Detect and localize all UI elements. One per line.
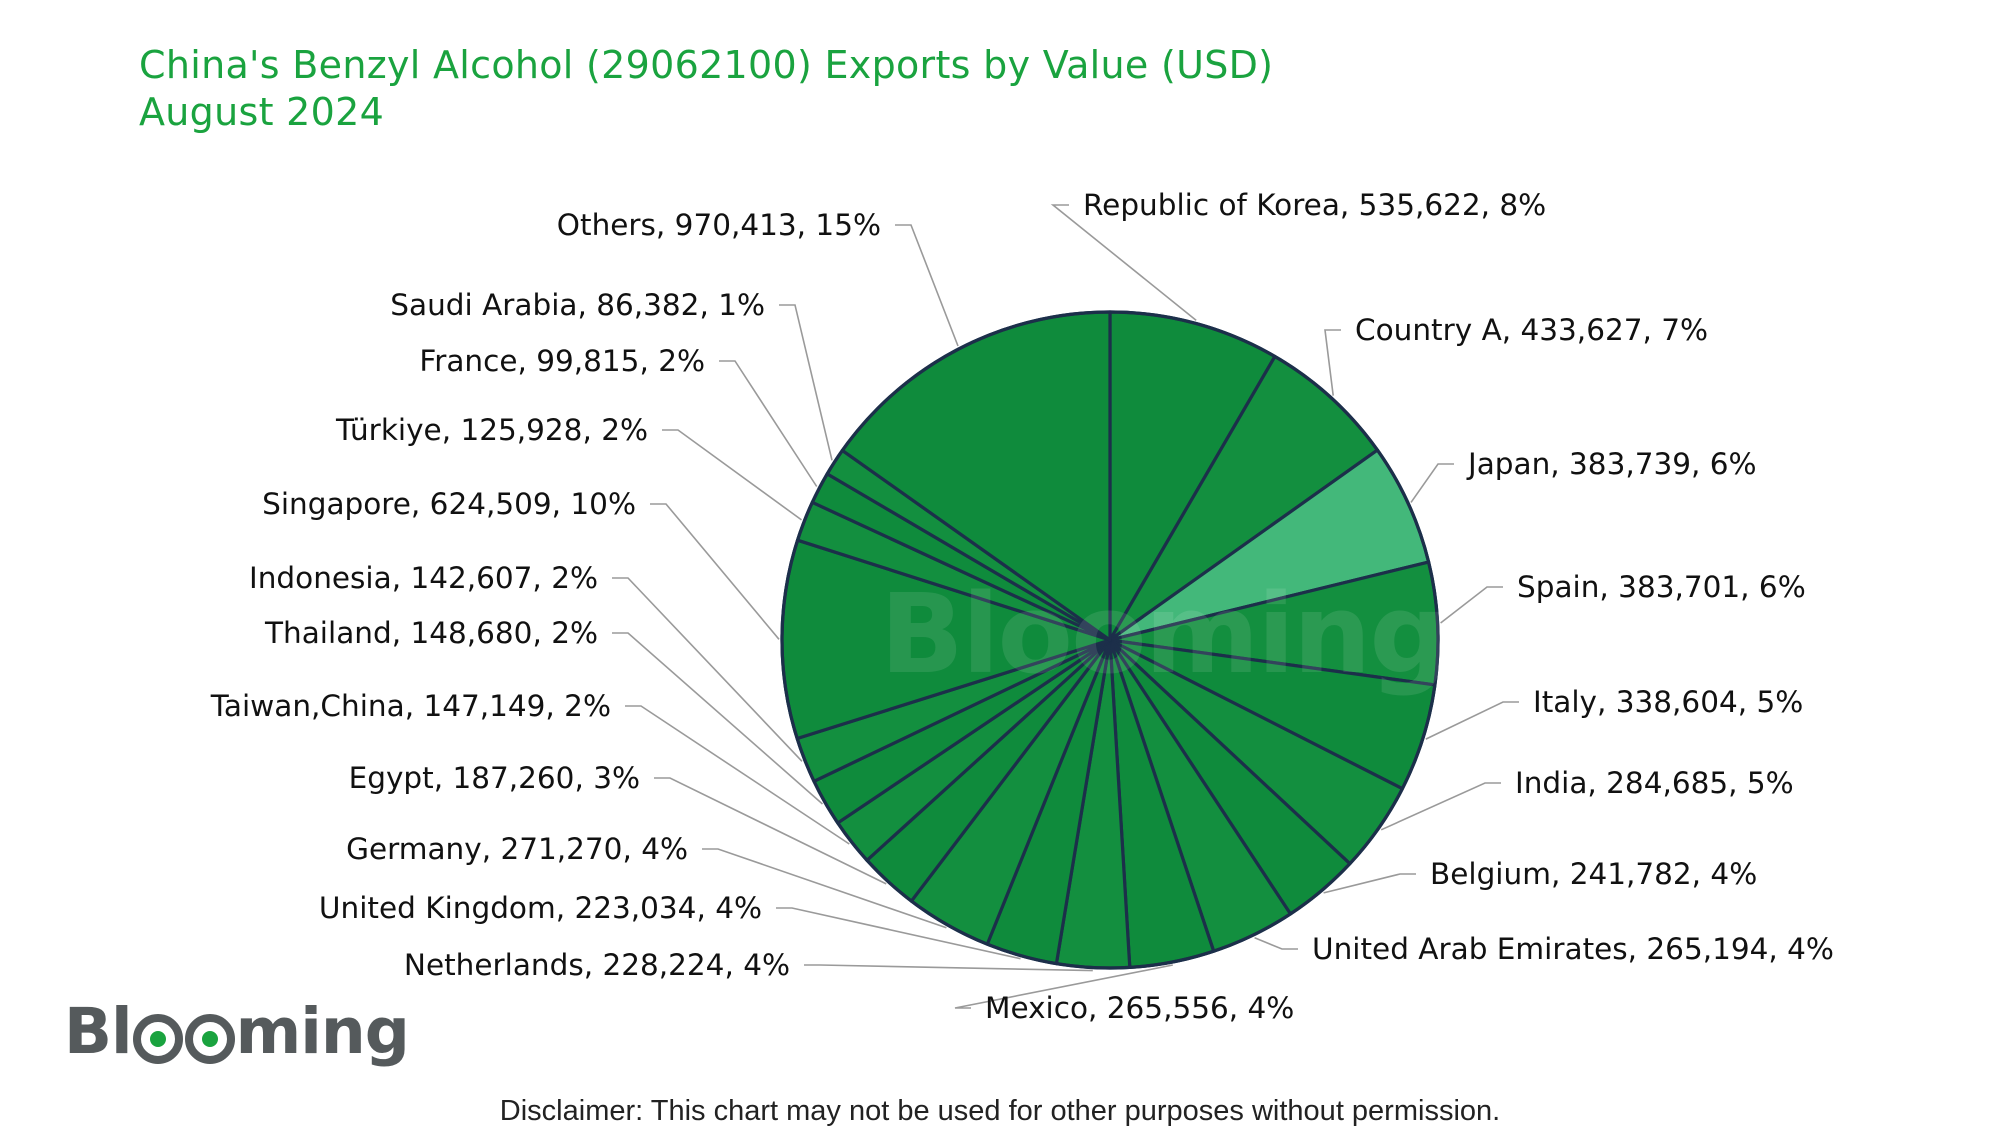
logo-text-end: ming	[235, 995, 410, 1068]
leader-line	[719, 360, 818, 487]
slice-labels: Republic of Korea, 535,622, 8% Country A,…	[210, 188, 1834, 1025]
chart-title-line1: China's Benzyl Alcohol (29062100) Export…	[139, 43, 1274, 87]
leader-line	[654, 777, 887, 885]
slice-label: United Arab Emirates, 265,194, 4%	[1312, 932, 1834, 966]
slice-label: Singapore, 624,509, 10%	[262, 487, 636, 521]
slice-label: Netherlands, 228,224, 4%	[404, 948, 790, 982]
leader-line	[612, 577, 803, 762]
slice-label: Japan, 383,739, 6%	[1466, 447, 1757, 481]
slice-label: Italy, 338,604, 5%	[1533, 685, 1803, 719]
leader-lines	[612, 204, 1519, 1009]
leader-line	[1425, 701, 1519, 740]
slice-label: Germany, 271,270, 4%	[346, 832, 688, 866]
leader-line	[895, 224, 959, 347]
leader-line	[779, 304, 833, 461]
slice-label: Indonesia, 142,607, 2%	[249, 561, 598, 595]
pie-outline	[780, 310, 1440, 970]
leader-line	[804, 964, 1093, 972]
logo-text-start: Bl	[64, 995, 133, 1068]
leader-line	[1380, 782, 1501, 831]
slice-label: United Kingdom, 223,034, 4%	[319, 891, 762, 925]
leader-line	[1324, 329, 1341, 396]
leader-line	[662, 429, 802, 521]
slice-label: Republic of Korea, 535,622, 8%	[1083, 188, 1546, 222]
leader-line	[1254, 937, 1298, 950]
disclaimer: Disclaimer: This chart may not be used f…	[499, 1095, 1501, 1127]
slice-label: Belgium, 241,782, 4%	[1430, 857, 1757, 891]
slice-label: Spain, 383,701, 6%	[1517, 570, 1806, 604]
slice-label: France, 99,815, 2%	[419, 344, 705, 378]
leader-line	[954, 964, 1173, 1009]
slice-label: Türkiye, 125,928, 2%	[335, 413, 648, 447]
leader-line	[1440, 586, 1503, 624]
slice-label: Others, 970,413, 15%	[557, 208, 881, 242]
leader-line	[1410, 463, 1454, 503]
pie-slices	[780, 310, 1440, 970]
chart-title: China's Benzyl Alcohol (29062100) Export…	[139, 42, 1273, 136]
slice-label: India, 284,685, 5%	[1515, 766, 1794, 800]
slice-label: Egypt, 187,260, 3%	[349, 761, 640, 795]
slice-label: Saudi Arabia, 86,382, 1%	[390, 288, 765, 322]
leader-line	[650, 503, 780, 640]
slice-label: Taiwan,China, 147,149, 2%	[210, 689, 611, 723]
blooming-logo: Bl ming	[64, 992, 410, 1072]
chart-title-line2: August 2024	[139, 90, 385, 134]
leader-line	[776, 907, 1021, 960]
logo-o-icon	[184, 1014, 235, 1064]
slice-label: Country A, 433,627, 7%	[1355, 313, 1708, 347]
leader-line	[702, 848, 947, 929]
leader-line	[625, 705, 850, 845]
slice-label: Thailand, 148,680, 2%	[264, 616, 598, 650]
leader-line	[1323, 873, 1416, 894]
leader-line	[612, 632, 824, 805]
logo-o-icon	[132, 1014, 183, 1064]
leader-line	[1050, 204, 1197, 322]
slice-label: Mexico, 265,556, 4%	[985, 991, 1294, 1025]
